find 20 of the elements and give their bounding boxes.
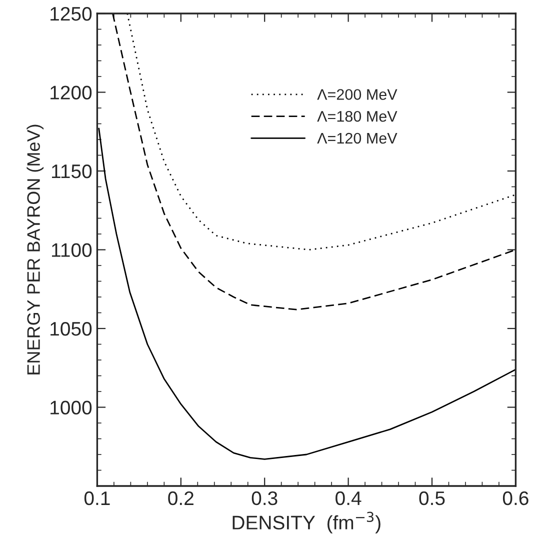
- x-tick-label: 0.1: [84, 491, 110, 506]
- line-series: [112, 14, 516, 310]
- line-series: [98, 128, 516, 460]
- y-tick-label: 1200: [50, 86, 92, 100]
- x-tick-label: 0.5: [419, 491, 445, 506]
- legend-label: Λ=200 MeV: [317, 89, 398, 100]
- legend-label: Λ=180 MeV: [317, 110, 398, 122]
- x-tick-label: 0.3: [252, 491, 278, 506]
- y-axis-title: ENERGY PER BAYRON (MeV): [26, 124, 44, 374]
- x-tick-label: 0.4: [336, 491, 362, 506]
- y-tick-label: 1150: [52, 164, 92, 178]
- line-series: [126, 14, 516, 250]
- x-tick-label: 0.2: [168, 491, 194, 506]
- y-tick-label: 1050: [50, 322, 92, 336]
- y-tick-label: 1100: [52, 243, 92, 257]
- x-axis-title: DENSITY (fm$^{−3}$): [232, 512, 380, 534]
- x-tick-label: 0.6: [502, 491, 528, 506]
- y-tick-label: 1250: [50, 6, 92, 21]
- legend-label: Λ=120 MeV: [317, 132, 398, 144]
- y-tick-label: 1000: [50, 400, 92, 414]
